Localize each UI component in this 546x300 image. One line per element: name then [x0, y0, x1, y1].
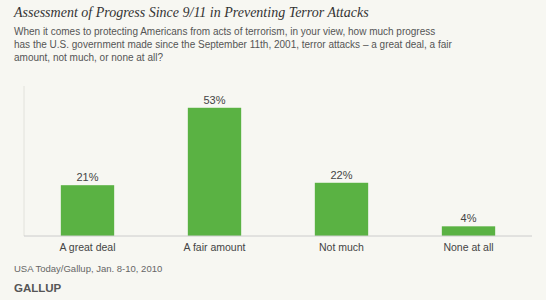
x-tick-label: Not much — [319, 241, 364, 253]
y-axis-line — [24, 86, 25, 236]
source: USA Today/Gallup, Jan. 8-10, 2010 — [14, 263, 162, 274]
x-axis-line — [24, 236, 532, 237]
data-label: 22% — [330, 169, 352, 181]
subtitle: amount, not much, or none at all? — [14, 52, 163, 63]
chart: Assessment of Progress Since 9/11 in Pre… — [0, 0, 546, 300]
data-label: 4% — [461, 212, 477, 224]
bar — [315, 183, 368, 236]
title: Assessment of Progress Since 9/11 in Pre… — [13, 5, 369, 20]
x-tick-label: A fair amount — [184, 241, 246, 253]
x-tick-label: None at all — [443, 241, 493, 253]
subtitle: has the U.S. government made since the S… — [14, 39, 453, 50]
brand: GALLUP — [14, 282, 62, 294]
x-tick-label: A great deal — [59, 241, 115, 253]
bar — [61, 185, 114, 236]
subtitle: When it comes to protecting Americans fr… — [14, 26, 435, 37]
bar — [188, 108, 241, 236]
data-label: 53% — [203, 94, 225, 106]
bars — [61, 108, 495, 236]
bar — [442, 226, 495, 236]
data-label: 21% — [76, 171, 98, 183]
